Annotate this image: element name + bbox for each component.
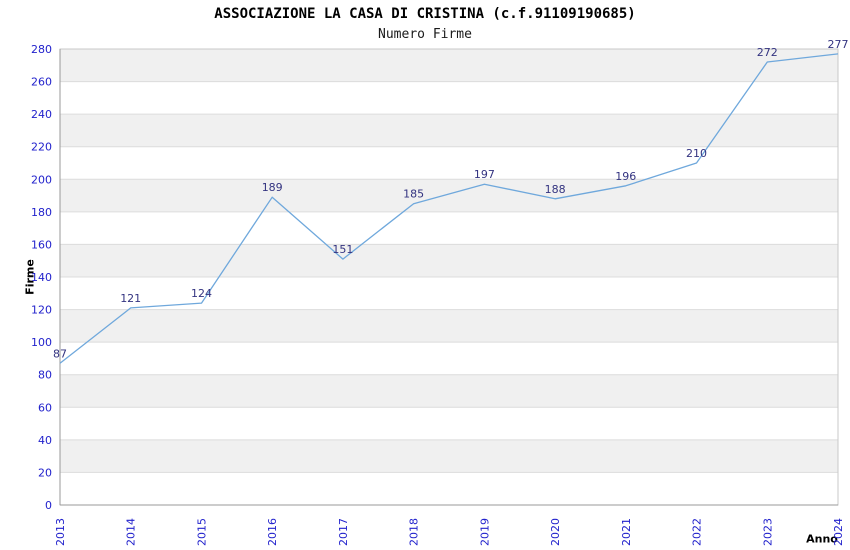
y-tick-label: 60 [38,401,52,414]
y-tick-label: 200 [31,173,52,186]
grid-band [60,374,838,408]
y-tick-label: 100 [31,336,52,349]
grid-band [60,407,838,440]
y-tick-label: 40 [38,434,52,447]
chart-title: ASSOCIAZIONE LA CASA DI CRISTINA (c.f.91… [214,6,636,22]
chart-subtitle: Numero Firme [378,27,472,42]
y-tick-label: 180 [31,206,52,219]
x-tick-label: 2019 [478,518,491,546]
grid-band [60,81,838,115]
y-tick-label: 220 [31,141,52,154]
y-tick-label: 280 [31,43,52,56]
y-tick-label: 140 [31,271,52,284]
y-tick-label: 120 [31,304,52,317]
y-tick-label: 160 [31,238,52,251]
data-line [59,53,839,364]
grid-band [60,439,838,473]
data-point-label: 210 [686,147,707,160]
grid-band [60,49,838,82]
data-point-label: 196 [615,170,636,183]
grid-band [60,342,838,375]
x-tick-label: 2017 [337,518,350,546]
grid-band [60,114,838,147]
data-point-label: 272 [757,46,778,59]
grid-band [60,211,838,245]
y-tick-label: 260 [31,76,52,89]
x-tick-label: 2016 [266,518,279,546]
y-tick-label: 240 [31,108,52,121]
x-tick-label: 2022 [691,518,704,546]
x-tick-label: 2021 [620,518,633,546]
grid-band [60,244,838,277]
x-tick-label: 2020 [549,518,562,546]
grid-band [60,179,838,212]
x-tick-label: 2023 [761,518,774,546]
x-tick-label: 2015 [196,518,209,546]
data-point-label: 197 [474,168,495,181]
data-point-label: 124 [191,287,212,300]
data-point-label: 188 [545,183,566,196]
x-tick-label: 2018 [408,518,421,546]
data-point-label: 151 [332,243,353,256]
data-point-label: 277 [828,38,849,51]
x-axis-title: Anno [806,532,838,546]
x-tick-label: 2024 [832,518,845,546]
y-tick-label: 80 [38,369,52,382]
data-point-label: 87 [53,347,67,360]
data-point-label: 121 [120,292,141,305]
grid-band [60,309,838,343]
x-tick-label: 2014 [125,518,138,546]
x-tick-label: 2013 [54,518,67,546]
y-tick-label: 0 [45,499,52,512]
data-point-label: 185 [403,188,424,201]
data-point-label: 189 [262,181,283,194]
grid-band [60,146,838,180]
y-tick-label: 20 [38,466,52,479]
grid-band [60,472,838,505]
